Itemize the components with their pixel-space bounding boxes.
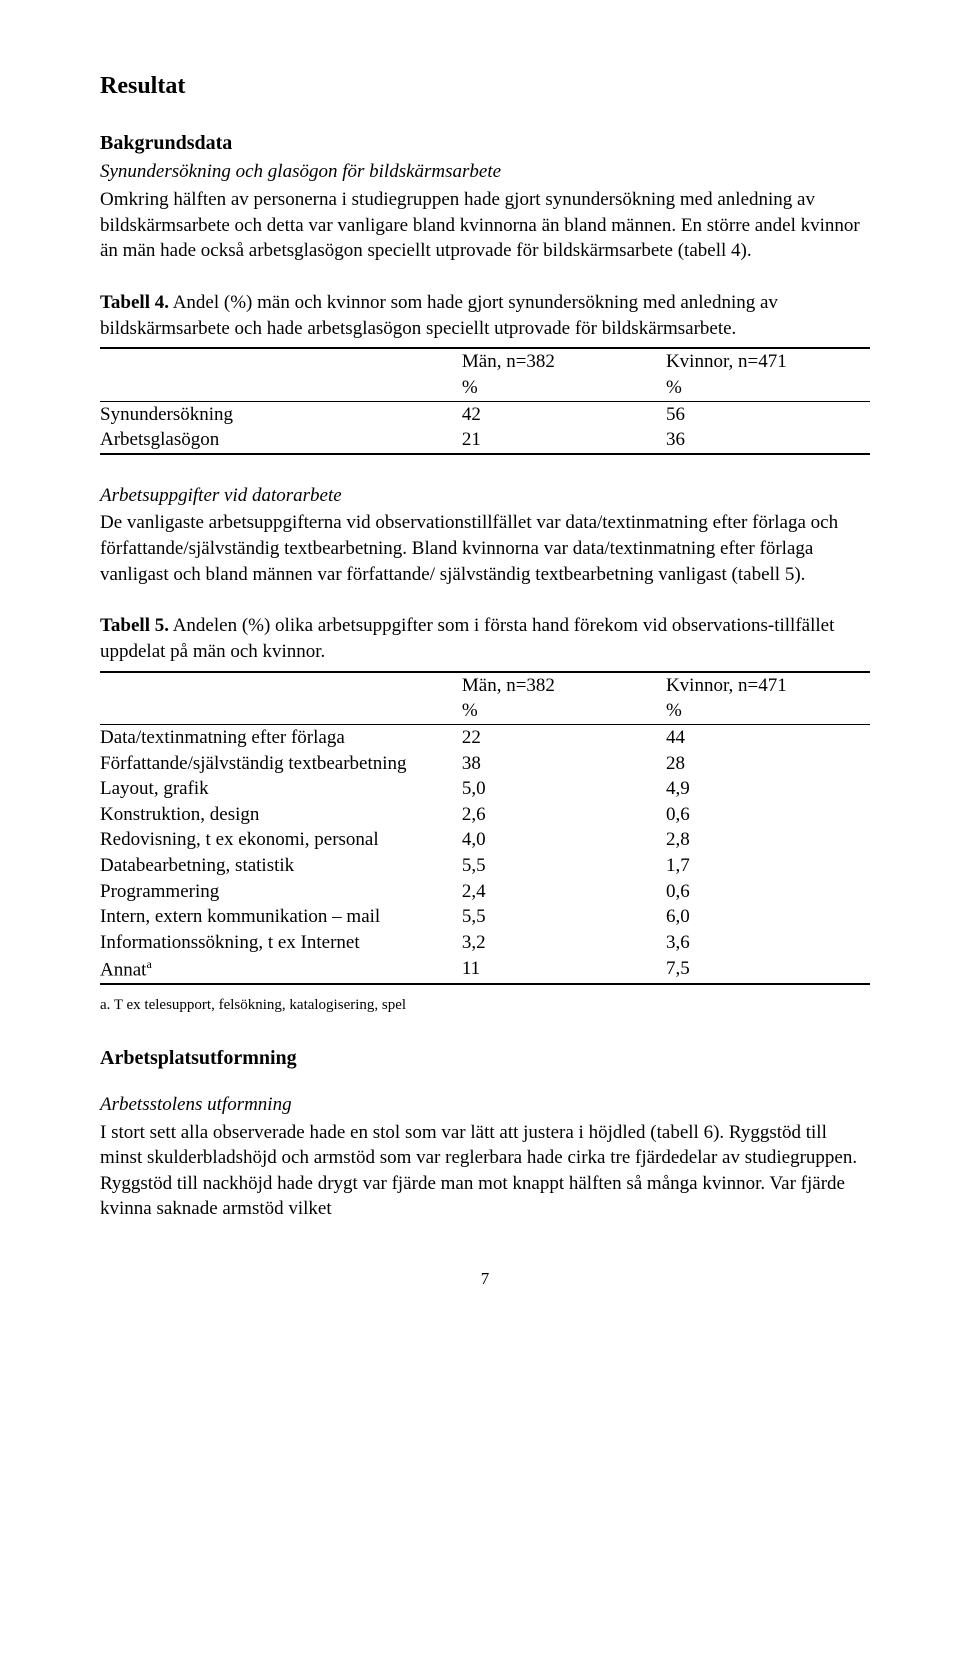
table-row: Intern, extern kommunikation – mail 5,5 …	[100, 904, 870, 930]
table5-label: Tabell 5.	[100, 615, 169, 636]
table-row: Data/textinmatning efter förlaga 22 44	[100, 724, 870, 750]
table4: Män, n=382 Kvinnor, n=471 % % Synundersö…	[100, 347, 870, 455]
table5-annat-sup: a	[146, 957, 151, 971]
table5-annat-women: 7,5	[666, 956, 870, 984]
table5-col-men: Män, n=382	[462, 672, 666, 699]
subsection-arbetsplatsutformning: Arbetsplatsutformning	[100, 1045, 870, 1072]
table4-col-men: Män, n=382	[462, 348, 666, 375]
table5: Män, n=382 Kvinnor, n=471 % % Data/texti…	[100, 671, 870, 985]
table4-col-women: Kvinnor, n=471	[666, 348, 870, 375]
table5-caption-text: Andelen (%) olika arbetsuppgifter som i …	[100, 615, 834, 662]
table4-r0-men: 42	[462, 401, 666, 427]
table4-pct-women: %	[666, 375, 870, 401]
table5-footnote: a. T ex telesupport, felsökning, katalog…	[100, 995, 870, 1015]
paragraph-arbetsuppgifter: De vanligaste arbetsuppgifterna vid obse…	[100, 510, 870, 587]
section-heading-resultat: Resultat	[100, 70, 870, 102]
table5-annat-label: Annat	[100, 959, 146, 980]
table-row: Arbetsglasögon 21 36	[100, 427, 870, 454]
table-row: Redovisning, t ex ekonomi, personal 4,0 …	[100, 827, 870, 853]
table-row: Programmering 2,4 0,6	[100, 879, 870, 905]
table5-pct-women: %	[666, 698, 870, 724]
subsection-bakgrundsdata: Bakgrundsdata	[100, 130, 870, 157]
table-row: Konstruktion, design 2,6 0,6	[100, 802, 870, 828]
table4-label: Tabell 4.	[100, 292, 169, 313]
italic-arbetsuppgifter: Arbetsuppgifter vid datorarbete	[100, 483, 870, 509]
table4-caption-text: Andel (%) män och kvinnor som hade gjort…	[100, 292, 778, 339]
paragraph-bakgrund: Omkring hälften av personerna i studiegr…	[100, 187, 870, 264]
table-row: Synundersökning 42 56	[100, 401, 870, 427]
italic-arbetsstolens: Arbetsstolens utformning	[100, 1092, 870, 1118]
paragraph-arbetsstolens: I stort sett alla observerade hade en st…	[100, 1120, 870, 1223]
table5-annat-men: 11	[462, 956, 666, 984]
page-number: 7	[100, 1268, 870, 1291]
table4-r1-women: 36	[666, 427, 870, 454]
table4-caption: Tabell 4. Andel (%) män och kvinnor som …	[100, 290, 870, 341]
table5-caption: Tabell 5. Andelen (%) olika arbetsuppgif…	[100, 613, 870, 664]
table-row: Annata 11 7,5	[100, 956, 870, 984]
table-row: Databearbetning, statistik 5,5 1,7	[100, 853, 870, 879]
table5-pct-men: %	[462, 698, 666, 724]
table-row: Informationssökning, t ex Internet 3,2 3…	[100, 930, 870, 956]
table4-r1-label: Arbetsglasögon	[100, 427, 462, 454]
table-row: Författande/självständig textbearbetning…	[100, 751, 870, 777]
table4-r1-men: 21	[462, 427, 666, 454]
table5-col-women: Kvinnor, n=471	[666, 672, 870, 699]
italic-synundersokning: Synundersökning och glasögon för bildskä…	[100, 159, 870, 185]
table-row: Layout, grafik 5,0 4,9	[100, 776, 870, 802]
table4-r0-women: 56	[666, 401, 870, 427]
table4-pct-men: %	[462, 375, 666, 401]
table4-r0-label: Synundersökning	[100, 401, 462, 427]
